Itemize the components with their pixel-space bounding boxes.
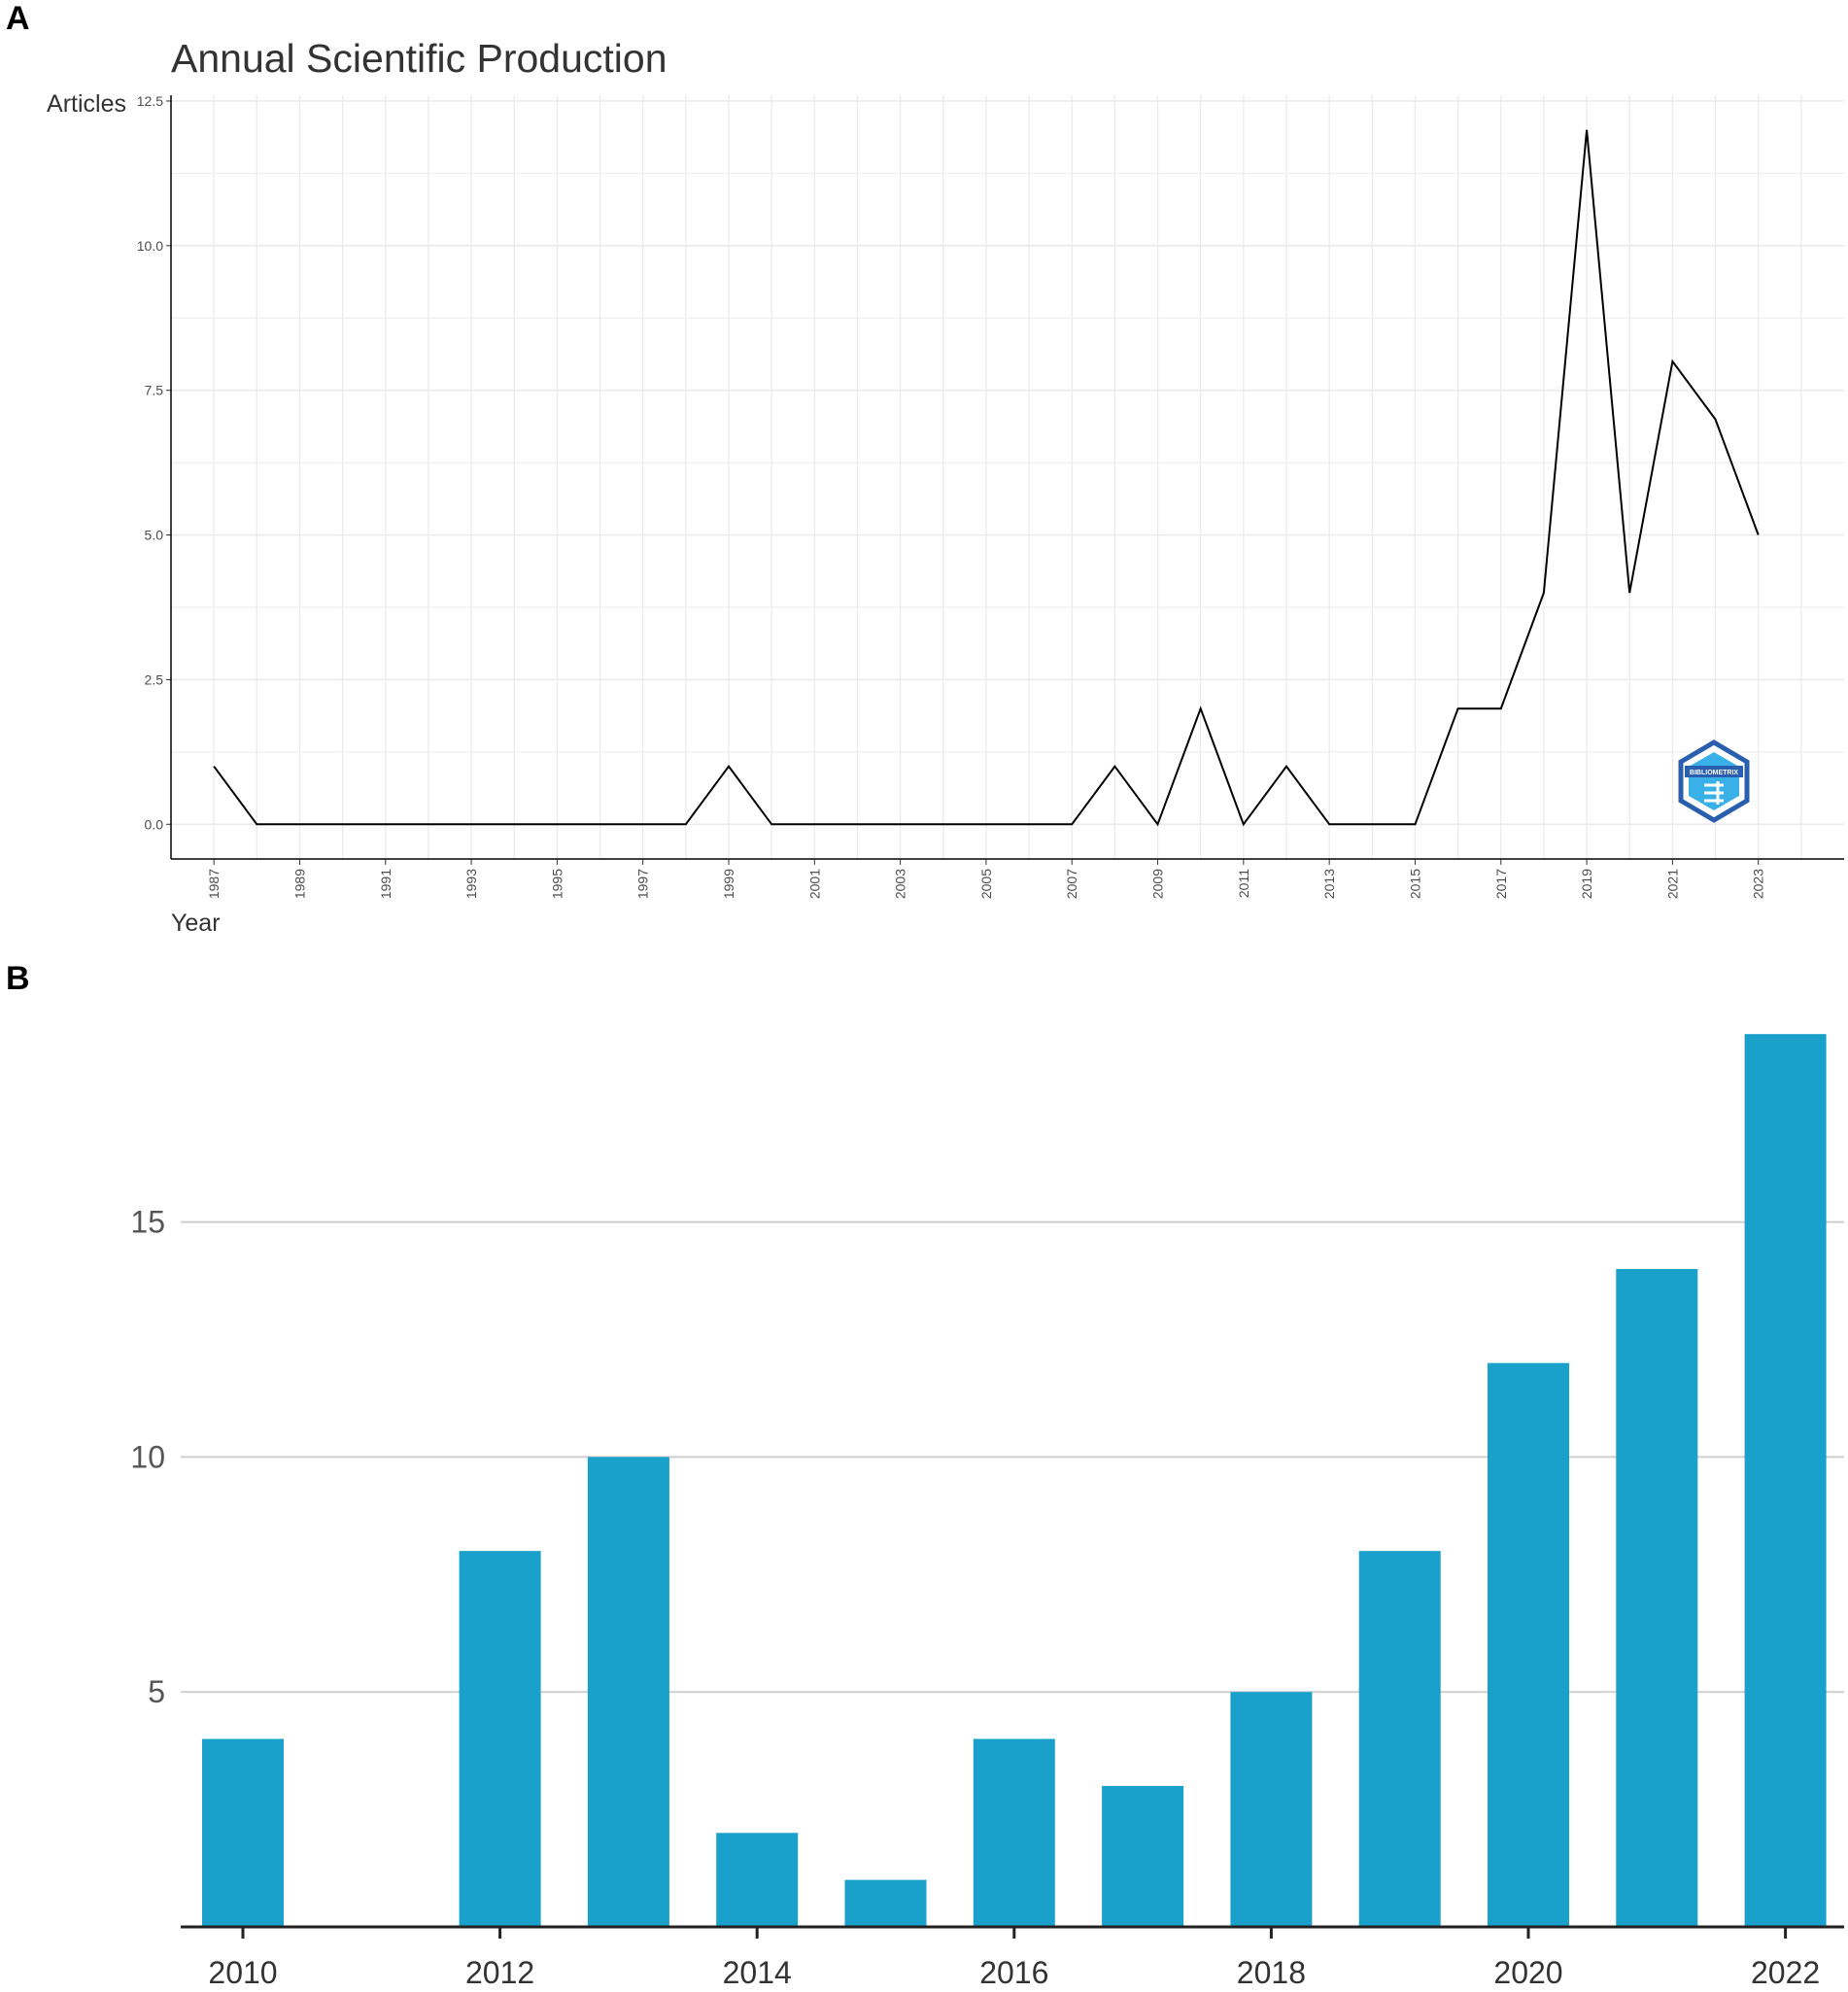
x-tick-label: 1999: [721, 869, 736, 899]
chart-a: 0.0 2.5 5.0 7.5 10.0 12.5 1987 1989 1991 1993 1995…: [47, 36, 1844, 937]
x-tick-label: 2015: [1407, 869, 1422, 899]
y-tick-label: 10: [130, 1439, 165, 1474]
x-tick-label: 2007: [1064, 869, 1079, 899]
x-tick-label: 2011: [1236, 869, 1251, 898]
y-axis-label: Articles: [47, 90, 126, 118]
x-tick-label: 1997: [635, 869, 651, 899]
x-tick-label: 2020: [1493, 1955, 1562, 1990]
bar: [459, 1551, 541, 1927]
x-tick-label: 2019: [1579, 869, 1594, 899]
x-tick-label: 2009: [1150, 869, 1166, 899]
bar: [1616, 1268, 1698, 1927]
bar: [202, 1738, 284, 1927]
x-tick-label: 2003: [893, 869, 908, 899]
x-tick-label: 2021: [1664, 869, 1680, 899]
panel-b-label: B: [6, 960, 30, 997]
x-tick-label: 2018: [1237, 1955, 1306, 1990]
x-tick-label: 1995: [549, 869, 565, 899]
x-tick-label: 1989: [291, 869, 307, 899]
y-tick-label: 0.0: [145, 816, 164, 832]
bar: [1358, 1551, 1441, 1927]
x-tick-label: 2010: [208, 1955, 277, 1990]
x-tick-label: 2014: [723, 1955, 792, 1990]
bar: [716, 1833, 799, 1927]
x-tick-label: 1993: [463, 869, 479, 899]
x-tick-label: 2023: [1751, 869, 1766, 899]
x-tick-label: 2005: [978, 869, 994, 899]
x-axis-label: Year: [171, 910, 221, 937]
y-tick-label: 2.5: [145, 671, 164, 687]
bar: [587, 1457, 669, 1927]
panel-a-label: A: [6, 0, 30, 37]
bar: [973, 1738, 1055, 1927]
x-tick-label: 2013: [1321, 869, 1337, 899]
y-tick-label: 5: [148, 1674, 165, 1709]
x-tick-label: 1987: [206, 869, 222, 899]
x-tick-label: 2017: [1493, 869, 1509, 899]
x-tick-label: 2012: [465, 1955, 534, 1990]
y-tick-label: 12.5: [137, 93, 163, 109]
x-tick-label: 2001: [806, 869, 822, 899]
bar: [844, 1879, 927, 1927]
logo-banner: [1685, 766, 1743, 777]
x-tick-label: 2022: [1751, 1955, 1820, 1990]
bar: [1102, 1785, 1184, 1927]
logo-text: BIBLIOMETRIX: [1690, 770, 1738, 776]
logo-glyph: [1704, 781, 1724, 805]
y-tick-label: 15: [130, 1205, 165, 1240]
bibliometrix-logo: BIBLIOMETRIX: [1678, 739, 1750, 823]
bar: [1744, 1034, 1827, 1927]
chart-b: 5 10 15 2010 2012 2014 2016 2018 2020 2022: [130, 1034, 1844, 1990]
y-tick-label: 10.0: [137, 238, 163, 254]
x-tick-label: 2016: [979, 1955, 1048, 1990]
y-tick-label: 7.5: [145, 383, 164, 398]
x-tick-label: 1991: [378, 869, 394, 899]
bar: [1230, 1692, 1313, 1927]
y-tick-label: 5.0: [145, 528, 164, 543]
chart-title: Annual Scientific Production: [171, 36, 667, 81]
bar: [1488, 1362, 1569, 1927]
